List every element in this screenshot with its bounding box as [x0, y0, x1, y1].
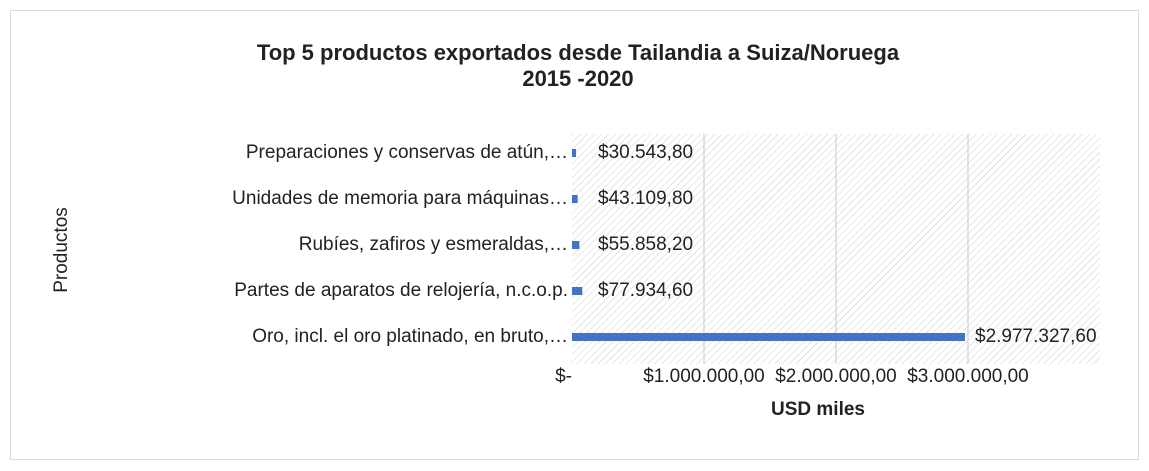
y-tick-label: Preparaciones y conservas de atún,…	[246, 142, 568, 163]
y-tick-label: Rubíes, zafiros y esmeraldas,…	[299, 234, 568, 255]
x-tick-label: $1.000.000,00	[643, 366, 765, 387]
y-axis-label: Productos	[51, 207, 72, 293]
data-label: $77.934,60	[598, 280, 693, 301]
bar	[572, 241, 580, 249]
x-tick-label: $-	[555, 366, 572, 387]
bar	[572, 287, 583, 295]
x-tick-label: $3.000.000,00	[907, 366, 1029, 387]
y-tick-label: Oro, incl. el oro platinado, en bruto,…	[252, 326, 568, 347]
x-tick-label: $2.000.000,00	[775, 366, 897, 387]
bar	[572, 149, 577, 157]
data-label: $43.109,80	[598, 188, 693, 209]
x-axis-label: USD miles	[771, 399, 865, 420]
bar	[572, 333, 966, 341]
chart-title: Top 5 productos exportados desde Tailand…	[257, 40, 900, 65]
data-label: $2.977.327,60	[975, 326, 1097, 347]
y-tick-label: Unidades de memoria para máquinas…	[232, 188, 568, 209]
data-label: $55.858,20	[598, 234, 693, 255]
y-tick-label: Partes de aparatos de relojería, n.c.o.p…	[234, 280, 568, 301]
chart-title: 2015 -2020	[522, 66, 633, 91]
data-label: $30.543,80	[598, 142, 693, 163]
bar	[572, 195, 578, 203]
